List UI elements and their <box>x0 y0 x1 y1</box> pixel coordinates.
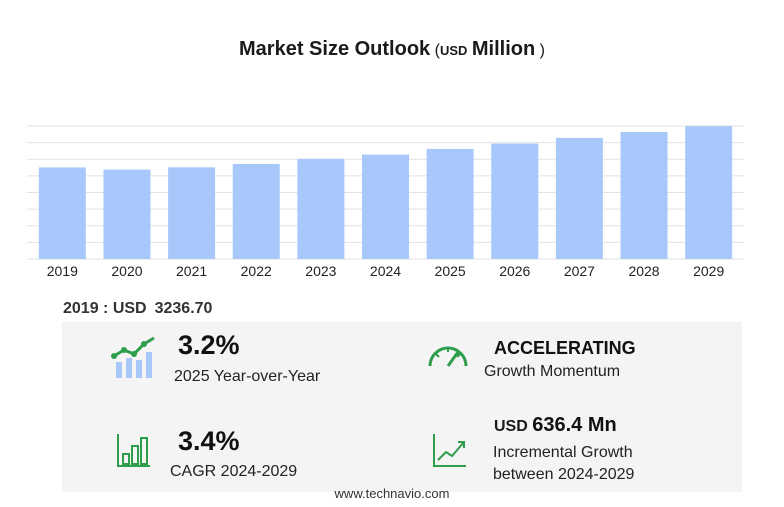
base-number: 3236.70 <box>154 300 213 317</box>
bar-trend-icon <box>111 336 155 378</box>
bar-chart-growth-icon <box>117 434 150 467</box>
x-tick-label: 2029 <box>693 263 724 279</box>
incremental-label1: Incremental Growth <box>493 444 633 461</box>
x-tick-label: 2023 <box>305 263 336 279</box>
title-unit-big: Million <box>471 38 536 60</box>
chart-title: Market Size Outlook (USD Million ) <box>0 38 784 61</box>
line-chart-icon <box>433 434 466 467</box>
yoy-label: 2025 Year-over-Year <box>174 368 321 385</box>
x-tick-label: 2025 <box>435 263 466 279</box>
stat-yoy-label: 2025 Year-over-Year <box>174 368 320 386</box>
base-value: 2019 : USD 3236.70 <box>63 300 212 318</box>
bar-2025 <box>426 148 474 259</box>
x-tick-label: 2019 <box>47 263 78 279</box>
stat-yoy: 3.2% <box>178 330 240 361</box>
title-close-paren: ) <box>539 42 545 59</box>
incremental-usd: USD <box>494 418 528 435</box>
footer-url: www.technavio.com <box>334 486 450 501</box>
x-tick-label: 2022 <box>241 263 272 279</box>
incremental-value: 636.4 Mn <box>532 414 617 436</box>
x-tick-label: 2021 <box>176 263 207 279</box>
title-main: Market Size Outlook <box>239 38 431 60</box>
stat-incremental: USD 636.4 Mn <box>494 414 617 437</box>
momentum-value: ACCELERATING <box>494 338 636 358</box>
x-tick-label: 2020 <box>111 263 142 279</box>
stat-incremental-label2: between 2024-2029 <box>493 466 634 484</box>
x-tick-label: 2024 <box>370 263 401 279</box>
title-unit-small: USD <box>439 43 468 58</box>
bar-chart: 2019 2020 2021 2022 2023 2024 2025 2026 2027 2028… <box>27 125 744 279</box>
bar-2029 <box>685 126 733 260</box>
bar-2022 <box>232 163 280 259</box>
stats-panel: 3.2% 2025 Year-over-Year ACCELERATING Gr… <box>62 322 742 492</box>
bar-2028 <box>620 131 668 259</box>
x-tick-label: 2027 <box>564 263 595 279</box>
title-open-paren: ( <box>434 42 440 59</box>
stat-momentum: ACCELERATING <box>494 338 636 359</box>
x-tick-label: 2028 <box>628 263 659 279</box>
stat-incremental-label1: Incremental Growth <box>493 444 633 462</box>
bar-2027 <box>555 137 603 259</box>
bar-2021 <box>168 167 216 259</box>
bar-2019 <box>38 167 86 259</box>
stat-momentum-label: Growth Momentum <box>484 363 620 381</box>
bar-2023 <box>297 158 345 259</box>
bar-2026 <box>491 143 539 259</box>
base-label: 2019 : USD <box>63 300 147 317</box>
cagr-label: CAGR 2024-2029 <box>170 463 298 480</box>
stat-cagr: 3.4% <box>178 426 240 457</box>
bar-2020 <box>103 169 151 259</box>
momentum-label: Growth Momentum <box>484 363 621 380</box>
cagr-value: 3.4% <box>178 426 240 456</box>
x-tick-label: 2026 <box>499 263 530 279</box>
stat-cagr-label: CAGR 2024-2029 <box>170 463 297 481</box>
bar-2024 <box>362 154 409 259</box>
yoy-value: 3.2% <box>178 330 240 360</box>
incremental-label2: between 2024-2029 <box>493 466 635 483</box>
speedometer-icon <box>428 346 468 367</box>
